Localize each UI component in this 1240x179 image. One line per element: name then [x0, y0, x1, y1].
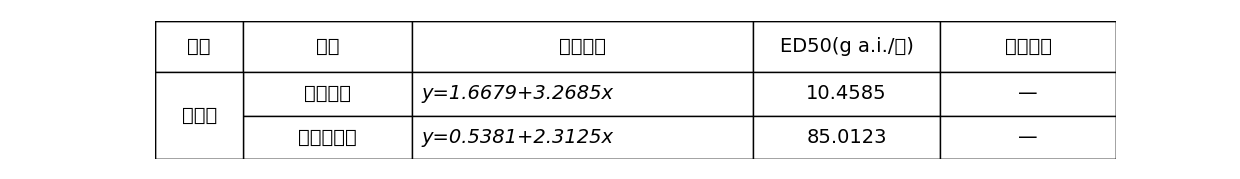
Bar	[243, 72, 412, 116]
Text: 85.0123: 85.0123	[806, 128, 887, 147]
Bar	[243, 116, 412, 159]
Bar	[412, 116, 753, 159]
Text: y=0.5381+2.3125x: y=0.5381+2.3125x	[422, 128, 614, 147]
Text: —: —	[1018, 84, 1038, 103]
Text: —: —	[1018, 128, 1038, 147]
Bar	[940, 116, 1116, 159]
Bar	[940, 21, 1116, 72]
Text: 药剂: 药剂	[316, 37, 340, 56]
Bar	[155, 72, 243, 159]
Text: y=1.6679+3.2685x: y=1.6679+3.2685x	[422, 84, 614, 103]
Bar	[412, 72, 753, 116]
Bar	[940, 72, 1116, 116]
Text: 共毒系数: 共毒系数	[1004, 37, 1052, 56]
Text: 杂草: 杂草	[187, 37, 211, 56]
Text: 回归直线: 回归直线	[559, 37, 605, 56]
Bar	[753, 116, 940, 159]
Bar	[155, 21, 243, 72]
Text: 恶嗪草酮: 恶嗪草酮	[304, 84, 351, 103]
Text: 10.4585: 10.4585	[806, 84, 887, 103]
Bar	[753, 72, 940, 116]
Bar	[753, 21, 940, 72]
Text: ED50(g a.i./亩): ED50(g a.i./亩)	[780, 37, 914, 56]
Text: 沟繁缕: 沟繁缕	[181, 106, 217, 125]
Bar	[412, 21, 753, 72]
Bar	[243, 21, 412, 72]
Text: 恶唑酰草胺: 恶唑酰草胺	[298, 128, 357, 147]
